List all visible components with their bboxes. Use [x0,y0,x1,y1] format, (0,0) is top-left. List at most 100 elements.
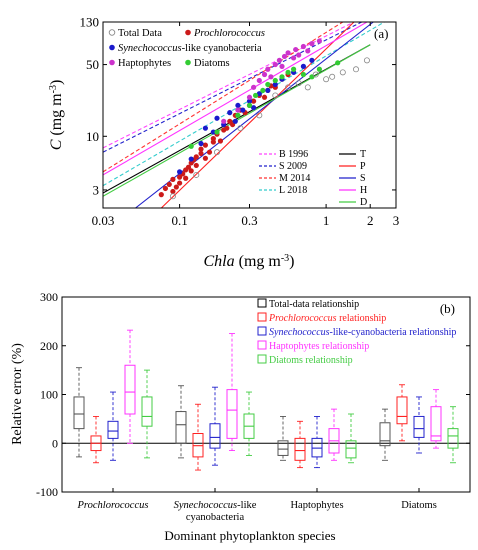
box-4-diatoms [447,406,459,464]
point-haptophytes [221,118,227,124]
box-3-haptophytes [328,408,340,461]
point-diatoms [246,102,253,109]
legend-marker [109,44,115,51]
box-3-diatoms [345,413,357,464]
point-haptophytes [305,48,311,54]
legend-line-label: T [360,149,366,160]
y-tick-label: 300 [40,290,58,304]
point-haptophytes [279,63,285,69]
legend-marker [108,29,116,36]
point-prochlorococcus [202,155,208,161]
point-prochlorococcus [198,150,204,157]
point-haptophytes [272,61,278,68]
point-synechococcus-like [265,87,271,94]
legend-label: Haptophytes [118,58,171,69]
point-prochlorococcus [198,146,204,152]
point-total [363,57,370,64]
point-diatoms [214,129,220,135]
x-tick-label: 3 [393,213,400,228]
y-tick-label: 50 [86,57,99,72]
y-tick-label: 200 [40,339,58,353]
legend-swatch [257,354,267,364]
point-diatoms [188,143,194,149]
line-l-2018 [103,22,385,187]
panel-b: -100 0 100 200 300 Prochlorococcus Synechococc… [10,290,471,543]
point-haptophytes [268,74,274,80]
point-synechococcus-like [240,107,246,113]
legend-swatch [257,312,267,322]
point-prochlorococcus [202,142,208,148]
box-4-haptophytes [430,389,442,449]
point-total [312,71,319,78]
box-body [430,406,442,442]
point-diatoms [235,112,241,118]
point-synechococcus-like [309,57,315,63]
point-prochlorococcus [162,185,169,192]
point-prochlorococcus [206,149,213,155]
legend-line-label: D [360,197,367,208]
x-tick-label: 2 [367,213,374,228]
line-s-2009 [103,22,362,153]
legend-label: Total-data relationship [269,299,359,310]
point-prochlorococcus [210,135,216,142]
box-body [277,440,289,456]
box-body [107,420,119,439]
line-p [160,22,355,208]
point-prochlorococcus [185,164,192,170]
category-label: Prochlorococcus [77,500,149,511]
point-synechococcus-like [202,125,208,131]
category-label: Synechococcus-like [174,500,257,511]
point-haptophytes [246,94,253,100]
box-body [413,415,425,438]
point-prochlorococcus [177,180,183,186]
point-haptophytes [293,46,299,53]
box-1-synechococcus-like-cyanobacteria [107,391,119,461]
point-diatoms [252,92,259,99]
point-synechococcus-like [198,140,204,147]
point-synechococcus-like [246,98,253,104]
legend-line-label: L 2018 [279,185,307,196]
legend-line-label: P [360,161,366,172]
box-body [379,422,391,447]
point-diatoms [265,81,271,88]
point-prochlorococcus [251,98,257,104]
point-diatoms [316,66,322,72]
point-haptophytes [251,84,257,90]
y-tick-label: 100 [40,388,58,402]
legend-label: Synechococcus-like-cyanobacteria relatio… [269,327,456,338]
point-prochlorococcus [217,138,224,144]
point-diatoms [300,71,307,78]
legend-label: Total Data [118,28,162,39]
box-3-total-data [277,415,289,461]
point-haptophytes [261,71,268,78]
point-diatoms [279,74,285,80]
legend-label: Prochlorococcus [193,28,265,39]
category-label: Haptophytes [290,500,343,511]
line-h [103,22,368,176]
point-total [272,92,279,99]
point-haptophytes [300,43,307,50]
x-axis-title: Dominant phytoplankton species [164,528,335,543]
point-haptophytes [316,38,322,44]
point-total [304,84,311,91]
point-haptophytes [265,66,271,72]
y-tick-label: -100 [36,485,58,499]
point-synechococcus-like [235,102,241,109]
point-total [339,69,346,76]
legend-label: Synechococcus-like cyanobacteria [118,43,262,54]
point-synechococcus-like [227,110,233,116]
point-synechococcus-like [210,129,216,135]
point-diatoms [272,77,278,84]
box-1-total-data [73,367,85,458]
box-1-diatoms [141,369,153,459]
legend-marker [185,59,191,66]
point-prochlorococcus [183,175,189,181]
point-haptophytes [309,41,315,47]
category-label: cyanobacteria [186,512,245,523]
box-2-haptophytes [226,333,238,452]
point-synechococcus-like [177,169,183,175]
point-total [256,112,263,119]
point-total [329,73,336,80]
point-prochlorococcus [170,176,176,183]
